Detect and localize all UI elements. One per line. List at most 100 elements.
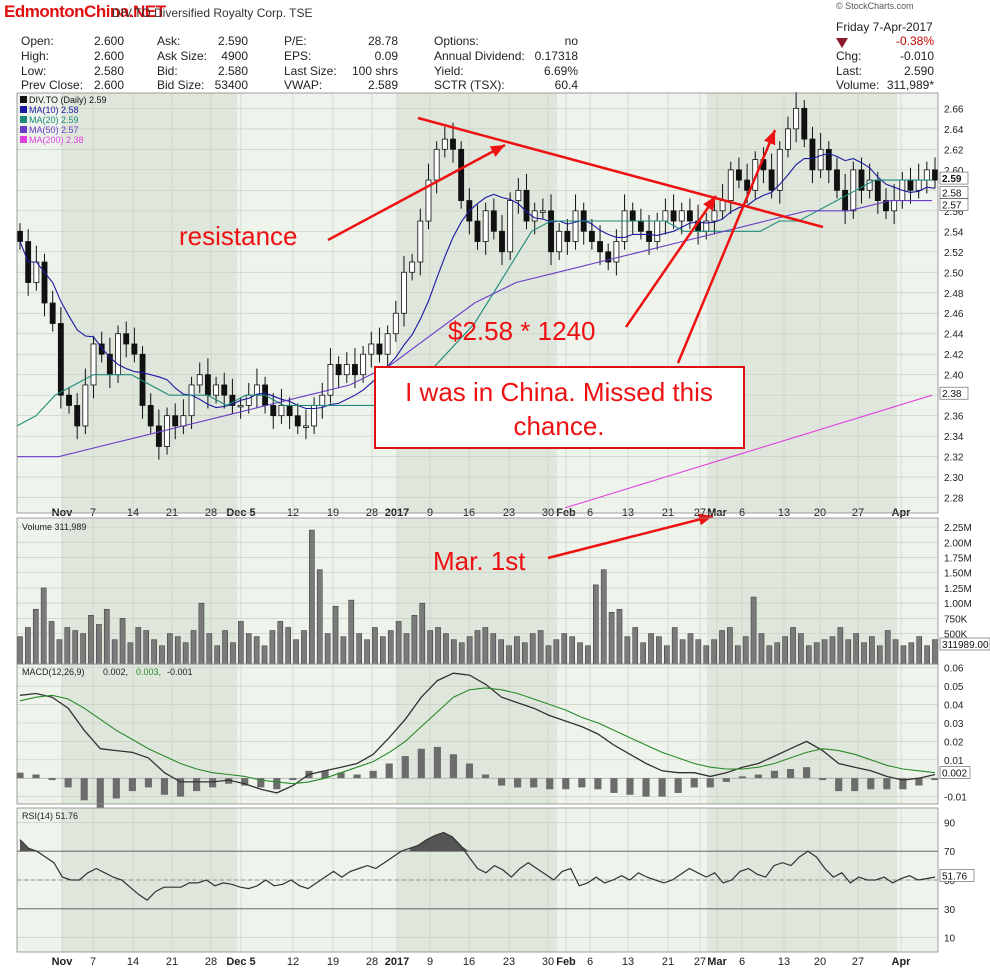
candle-body — [670, 210, 677, 222]
macd-histogram-bar — [481, 774, 490, 779]
volume-bar — [593, 584, 599, 665]
volume-bar — [782, 636, 788, 665]
volume-bar — [750, 596, 757, 665]
x-axis-label-bottom: 2017 — [385, 956, 409, 968]
macd-signal-line — [19, 687, 936, 785]
macd-histogram-bar — [738, 776, 746, 779]
candle-body — [327, 364, 334, 396]
buy-price-arrow-shaft — [624, 195, 718, 328]
volume-bar — [506, 645, 512, 665]
volume-bar — [159, 645, 165, 665]
price-tick-label: 2.62 — [944, 145, 964, 156]
volume-tick-label: 500K — [944, 630, 968, 641]
candle-body — [352, 364, 358, 376]
candle-body — [433, 148, 440, 181]
candle-body — [499, 230, 505, 253]
volume-last-badge: 311989.00 — [942, 640, 989, 651]
volume-bar — [861, 642, 867, 665]
volume-bar — [924, 645, 930, 665]
annotation-missed-line2: chance. — [513, 411, 604, 441]
candle-body — [319, 394, 326, 406]
macd-histogram-bar — [899, 778, 907, 790]
value-annual-dividend: 0.17318 — [534, 49, 578, 63]
candle-body — [768, 169, 775, 191]
macd-histogram-bar — [369, 770, 377, 779]
price-tick-label: 2.28 — [944, 494, 964, 505]
volume-bar — [742, 636, 749, 665]
candle-body — [376, 343, 383, 355]
volume-tick-label: 1.25M — [944, 584, 972, 595]
candle-body — [66, 394, 72, 406]
macd-histogram-bar — [658, 778, 666, 797]
candle-body — [556, 230, 563, 253]
volume-bar — [790, 627, 796, 665]
macd-histogram-bar — [144, 778, 152, 788]
macd-histogram-bar — [883, 778, 891, 790]
volume-bar — [372, 627, 378, 665]
price-tick-label: 2.30 — [944, 473, 964, 484]
volume-bar — [167, 633, 173, 665]
candle-body — [776, 148, 783, 191]
rsi-last-badge: 51.76 — [942, 871, 967, 882]
volume-bar — [269, 630, 276, 665]
volume-bar — [40, 587, 47, 665]
macd-histogram-bar — [546, 778, 554, 790]
macd-histogram-bar — [225, 778, 233, 784]
macd-histogram-bar — [385, 763, 393, 779]
value-last: 2.590 — [903, 64, 934, 78]
candle-body — [131, 343, 138, 355]
rsi-tick-label: 30 — [944, 905, 956, 916]
candle-body — [482, 210, 489, 242]
candle-body — [164, 415, 170, 447]
macd-tick-label: 0.02 — [944, 737, 964, 748]
candle-body — [286, 405, 293, 417]
rsi-line — [19, 831, 936, 901]
volume-bar — [206, 633, 213, 665]
watermark: EdmontonChina.NET — [4, 2, 166, 21]
price-tick-label: 2.40 — [944, 371, 964, 382]
price-tick-label: 2.66 — [944, 104, 964, 115]
macd-histogram-bar — [401, 756, 409, 779]
macd-histogram-bar — [96, 778, 104, 808]
candle-body — [221, 384, 228, 396]
volume-bar — [916, 636, 923, 665]
price-tick-label: 2.44 — [944, 330, 964, 341]
volume-bar — [829, 636, 836, 665]
macd-histogram-bar — [562, 778, 570, 790]
volume-bar — [17, 636, 23, 665]
macd-histogram-bar — [642, 778, 650, 797]
volume-bar — [64, 627, 71, 665]
volume-bar — [648, 633, 654, 665]
macd-histogram-bar — [803, 767, 811, 779]
candle-body — [809, 138, 816, 171]
macd-histogram-bar — [353, 774, 361, 779]
ticker-line: DIV.TO Diversified Royalty Corp. TSE — [112, 6, 313, 20]
volume-bar — [80, 633, 86, 665]
volume-bar — [821, 639, 828, 665]
value-high: 2.600 — [93, 49, 124, 63]
volume-bar — [245, 633, 252, 665]
ma200-badge: 2.38 — [942, 389, 962, 400]
macd-histogram-bar — [754, 774, 762, 779]
candle-body — [213, 384, 219, 396]
candle-body — [155, 425, 162, 447]
macd-histogram-bar — [931, 778, 939, 781]
x-axis-label-bottom: 28 — [366, 956, 378, 968]
volume-bar — [679, 639, 686, 665]
candle-body — [196, 374, 203, 386]
label-volume: Volume: — [836, 78, 880, 92]
candle-body — [531, 210, 538, 222]
legend-swatch — [20, 116, 27, 123]
volume-bar — [190, 630, 197, 665]
volume-bar — [608, 612, 615, 665]
macd-tick-label: -0.01 — [944, 793, 967, 804]
legend-entry: MA(50) 2.57 — [29, 125, 79, 135]
candle-body — [842, 189, 849, 212]
volume-bar — [214, 645, 221, 665]
macd-histogram-bar — [257, 778, 265, 788]
candle-body — [237, 405, 244, 408]
label-open: Open: — [21, 34, 54, 48]
candle-body — [564, 230, 571, 242]
candle-body — [548, 210, 554, 253]
